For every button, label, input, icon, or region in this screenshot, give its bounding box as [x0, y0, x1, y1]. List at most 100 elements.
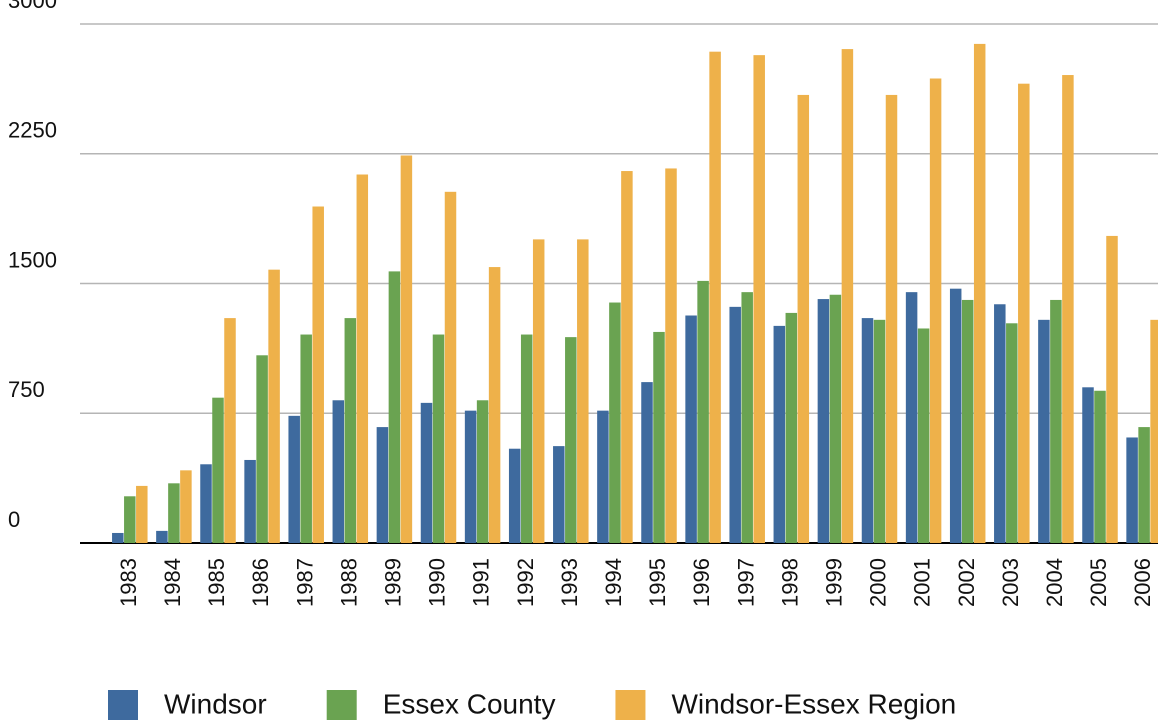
bar	[994, 304, 1006, 543]
bar	[685, 315, 697, 543]
bar	[124, 496, 136, 543]
bar	[949, 288, 962, 543]
y-tick-label: 1500	[8, 247, 57, 272]
bar	[332, 400, 345, 543]
x-tick-label: 1985	[204, 558, 229, 607]
x-tick-label: 2006	[1130, 558, 1155, 607]
bar	[532, 239, 545, 543]
bar	[288, 415, 300, 543]
x-tick-label: 1992	[513, 558, 538, 607]
bar	[1106, 235, 1118, 544]
bar	[476, 400, 489, 543]
bar	[180, 470, 192, 543]
bar	[136, 485, 148, 543]
bar	[420, 402, 433, 543]
bar	[973, 43, 986, 544]
legend-swatch	[108, 690, 138, 720]
legend-label: Essex County	[383, 688, 556, 719]
bar	[861, 318, 874, 543]
bar	[565, 337, 577, 543]
bar	[697, 280, 709, 543]
bar	[156, 530, 168, 543]
bar	[464, 410, 477, 543]
bar	[1138, 427, 1150, 543]
x-tick-label: 1987	[292, 558, 317, 607]
bar	[224, 318, 236, 543]
bar	[212, 397, 224, 543]
bar	[200, 464, 212, 543]
bar	[653, 331, 665, 543]
bar	[300, 334, 312, 543]
bar	[376, 427, 389, 543]
x-tick-label: 1998	[777, 558, 802, 607]
x-tick-label: 2004	[1042, 558, 1067, 607]
bar	[621, 171, 633, 544]
bar	[785, 312, 798, 543]
legend-swatch	[615, 690, 646, 720]
x-tick-label: 2005	[1086, 558, 1111, 607]
legend-label: Windsor-Essex Region	[671, 688, 956, 719]
bar	[508, 448, 521, 543]
bar	[817, 299, 830, 543]
bar	[112, 532, 124, 543]
bar	[1082, 387, 1094, 543]
bar	[312, 206, 324, 543]
bar	[905, 292, 918, 543]
bar	[432, 334, 445, 543]
bar	[729, 306, 741, 543]
bar	[1126, 437, 1138, 543]
bar	[168, 483, 180, 543]
x-tick-label: 2000	[866, 558, 891, 607]
bar	[929, 78, 942, 544]
bar	[609, 302, 621, 543]
bar	[841, 49, 854, 544]
x-tick-label: 2001	[910, 558, 935, 607]
bar	[400, 155, 413, 544]
bar	[917, 328, 930, 543]
bar	[1094, 390, 1106, 543]
bar	[577, 239, 589, 543]
x-tick-label: 1994	[601, 558, 626, 607]
y-tick-label: 750	[8, 377, 45, 402]
bar	[444, 191, 457, 543]
bar	[1018, 83, 1030, 543]
x-tick-label: 1988	[336, 558, 361, 607]
bar	[797, 94, 810, 544]
x-tick-label: 1991	[469, 558, 494, 607]
bar	[488, 267, 501, 543]
bar	[961, 299, 974, 543]
x-tick-label: 1999	[821, 558, 846, 607]
bar	[597, 410, 609, 543]
bar	[344, 318, 357, 543]
bar	[1050, 299, 1062, 543]
bar	[1038, 319, 1050, 543]
bar	[753, 55, 765, 543]
bar	[885, 94, 898, 544]
x-tick-label: 1990	[425, 558, 450, 607]
bar	[256, 355, 268, 543]
x-tick-label: 1993	[557, 558, 582, 607]
bar	[741, 292, 753, 543]
bar	[553, 446, 565, 543]
bar	[1150, 319, 1158, 543]
bar	[709, 51, 721, 544]
bar	[268, 269, 280, 543]
y-tick-label: 0	[8, 507, 20, 532]
x-tick-label: 1986	[248, 558, 273, 607]
bar	[356, 174, 369, 543]
bar	[244, 459, 256, 543]
x-tick-label: 2002	[954, 558, 979, 607]
x-tick-label: 1983	[116, 558, 141, 607]
bar	[1006, 323, 1018, 543]
x-tick-label: 1989	[380, 558, 405, 607]
x-tick-label: 1984	[160, 558, 185, 607]
y-tick-label: 3000	[8, 0, 57, 13]
x-tick-label: 2003	[998, 558, 1023, 607]
legend-label: Windsor	[164, 688, 267, 719]
bar	[388, 271, 401, 543]
x-tick-label: 1997	[733, 558, 758, 607]
x-tick-label: 1995	[645, 558, 670, 607]
x-tick-label: 1996	[689, 558, 714, 607]
